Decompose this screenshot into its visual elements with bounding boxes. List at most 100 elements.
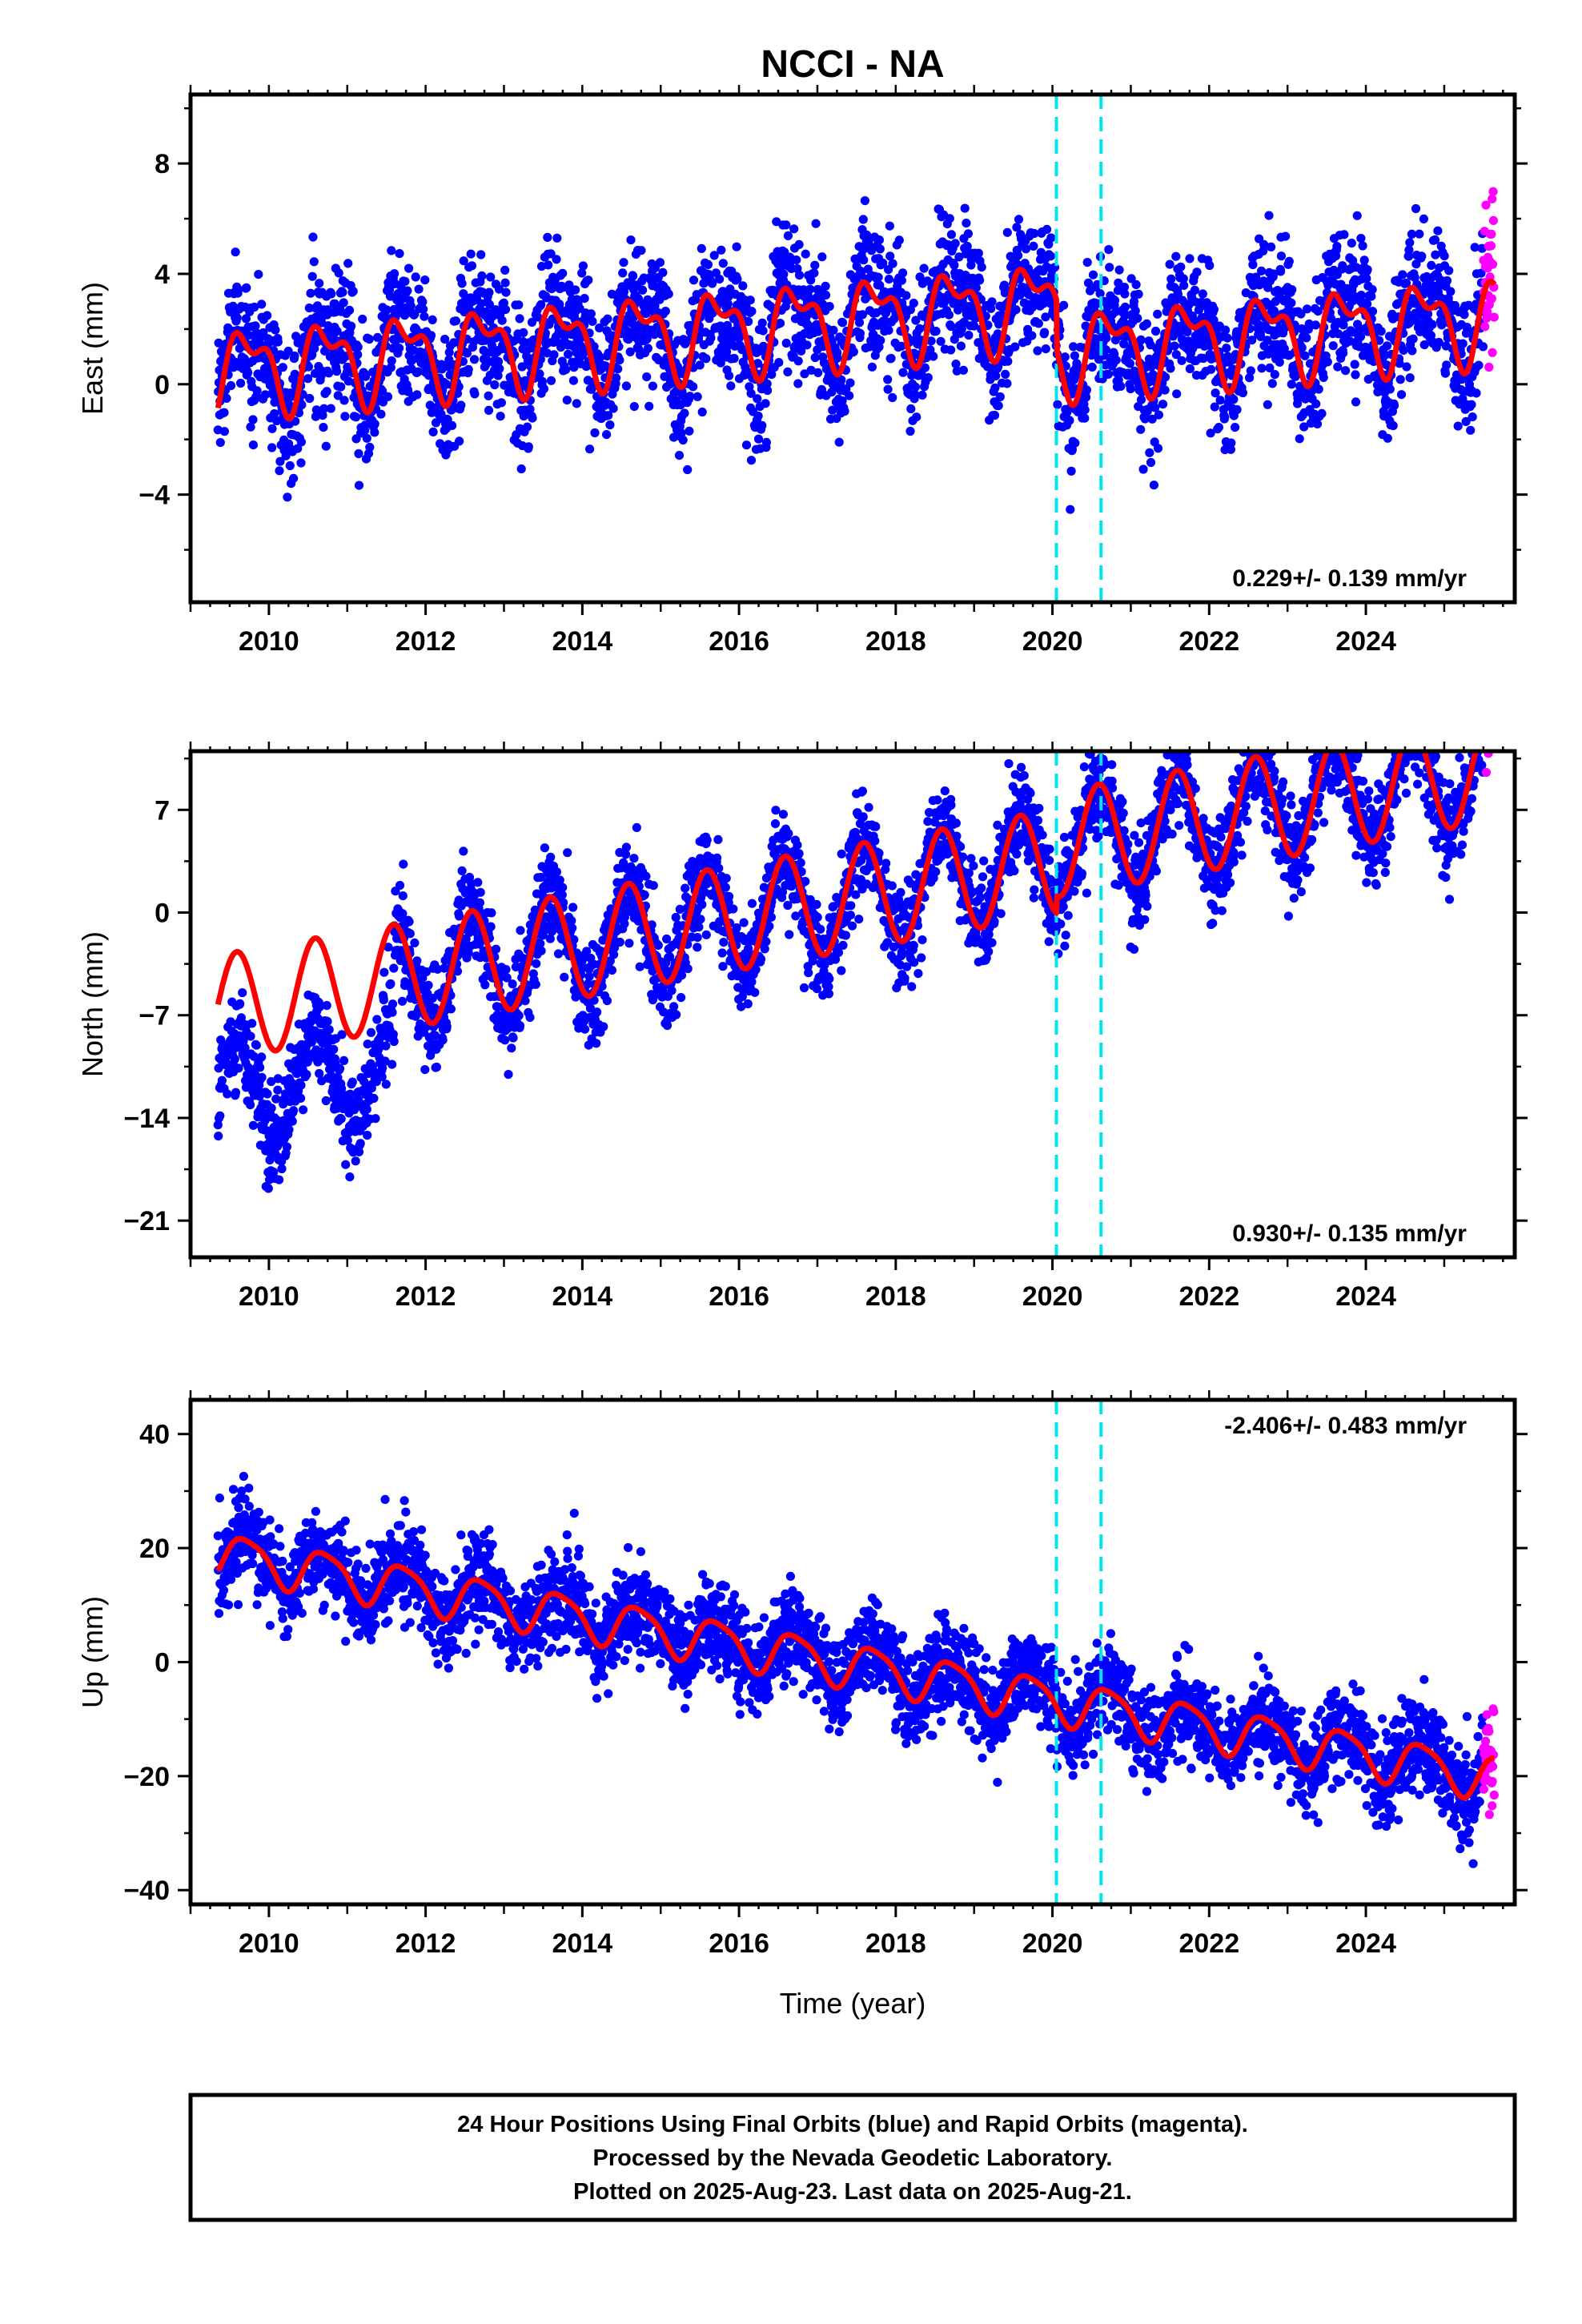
final-orbit-point [332, 367, 342, 376]
final-orbit-point [387, 356, 396, 366]
final-orbit-point [284, 1125, 294, 1135]
final-orbit-point [910, 382, 920, 392]
final-orbit-point [386, 363, 396, 372]
x-tick-label: 2018 [865, 626, 926, 657]
rapid-orbit-point [1483, 308, 1492, 317]
final-orbit-point [543, 232, 552, 242]
final-orbit-point [259, 328, 268, 338]
final-orbit-point [1453, 421, 1463, 431]
final-orbit-point [381, 1080, 391, 1089]
final-orbit-point [1472, 388, 1481, 398]
final-orbit-point [837, 318, 848, 328]
final-orbit-point [1279, 344, 1289, 353]
final-orbit-point [757, 318, 767, 328]
final-orbit-point [1263, 336, 1272, 345]
final-orbit-point [539, 384, 549, 394]
final-orbit-point [1415, 229, 1424, 239]
final-orbit-point [888, 259, 897, 268]
final-orbit-point [1245, 373, 1255, 383]
final-orbit-point [1256, 332, 1266, 341]
final-orbit-point [306, 288, 315, 298]
final-orbit-point [599, 1022, 608, 1031]
final-orbit-point [845, 391, 854, 400]
final-orbit-point [425, 400, 435, 410]
final-orbit-point [412, 956, 422, 966]
final-orbit-point [883, 384, 893, 394]
final-orbit-point [257, 300, 267, 309]
final-orbit-point [1408, 334, 1418, 344]
final-orbit-point [1367, 285, 1377, 295]
rapid-orbit-point [1481, 200, 1491, 210]
final-orbit-point [326, 404, 335, 413]
final-orbit-point [260, 1116, 270, 1125]
final-orbit-point [517, 362, 527, 372]
final-orbit-point [991, 371, 1001, 380]
final-orbit-point [327, 289, 336, 299]
final-orbit-point [1264, 211, 1274, 220]
final-orbit-point [515, 1021, 525, 1031]
final-orbit-point [542, 348, 552, 358]
final-orbit-point [572, 399, 581, 408]
final-orbit-point [1222, 344, 1231, 353]
final-orbit-point [1041, 312, 1050, 322]
final-orbit-point [584, 275, 593, 285]
final-orbit-point [685, 392, 695, 401]
final-orbit-point [1080, 405, 1090, 415]
final-orbit-point [1033, 346, 1042, 356]
rapid-orbit-point [1488, 259, 1498, 269]
final-orbit-point [549, 350, 559, 360]
final-orbit-point [1153, 309, 1162, 319]
final-orbit-point [469, 355, 480, 364]
final-orbit-point [595, 323, 604, 333]
final-orbit-point [697, 243, 706, 253]
final-orbit-point [885, 221, 894, 231]
final-orbit-point [1125, 359, 1134, 368]
final-orbit-point [1468, 412, 1477, 422]
final-orbit-point [592, 1007, 602, 1017]
final-orbit-point [374, 1044, 383, 1054]
final-orbit-point [1281, 231, 1291, 241]
final-orbit-point [382, 305, 391, 315]
final-orbit-point [343, 259, 353, 268]
final-orbit-point [855, 328, 865, 338]
final-orbit-point [303, 374, 313, 384]
final-orbit-point [1036, 247, 1046, 257]
final-orbit-point [723, 300, 733, 309]
final-orbit-point [584, 971, 594, 981]
final-orbit-point [919, 263, 929, 273]
final-orbit-point [1299, 422, 1309, 432]
panel-2: 2010 2012 2014 2016 2018 2020 2022 202470−7−14−… [76, 742, 1528, 1312]
final-orbit-point [811, 219, 821, 228]
final-orbit-point [1002, 227, 1012, 237]
final-orbit-point [738, 281, 748, 291]
final-orbit-point [248, 440, 258, 450]
final-orbit-point [909, 299, 918, 308]
final-orbit-point [1176, 262, 1186, 271]
final-orbit-point [476, 887, 485, 897]
final-orbit-point [480, 980, 490, 990]
final-orbit-point [1220, 412, 1230, 422]
final-orbit-point [296, 437, 306, 447]
final-orbit-point [915, 324, 925, 334]
final-orbit-point [977, 263, 986, 272]
final-orbit-point [753, 434, 764, 444]
final-orbit-point [267, 443, 277, 452]
final-orbit-point [1395, 359, 1404, 368]
final-orbit-point [1478, 342, 1488, 352]
final-orbit-point [387, 1059, 397, 1069]
final-orbit-point [821, 290, 831, 300]
final-orbit-point [929, 352, 938, 361]
final-orbit-point [336, 382, 346, 392]
final-orbit-point [1247, 336, 1257, 345]
final-orbit-point [576, 341, 586, 351]
final-orbit-point [858, 215, 868, 224]
final-orbit-point [341, 1160, 351, 1169]
final-orbit-point [354, 1147, 364, 1156]
final-orbit-point [1327, 314, 1336, 324]
final-orbit-point [1171, 350, 1181, 360]
final-orbit-point [693, 392, 702, 401]
final-orbit-point [1110, 296, 1120, 305]
final-orbit-point [457, 279, 467, 288]
final-orbit-point [883, 375, 893, 384]
final-orbit-point [1165, 259, 1174, 269]
